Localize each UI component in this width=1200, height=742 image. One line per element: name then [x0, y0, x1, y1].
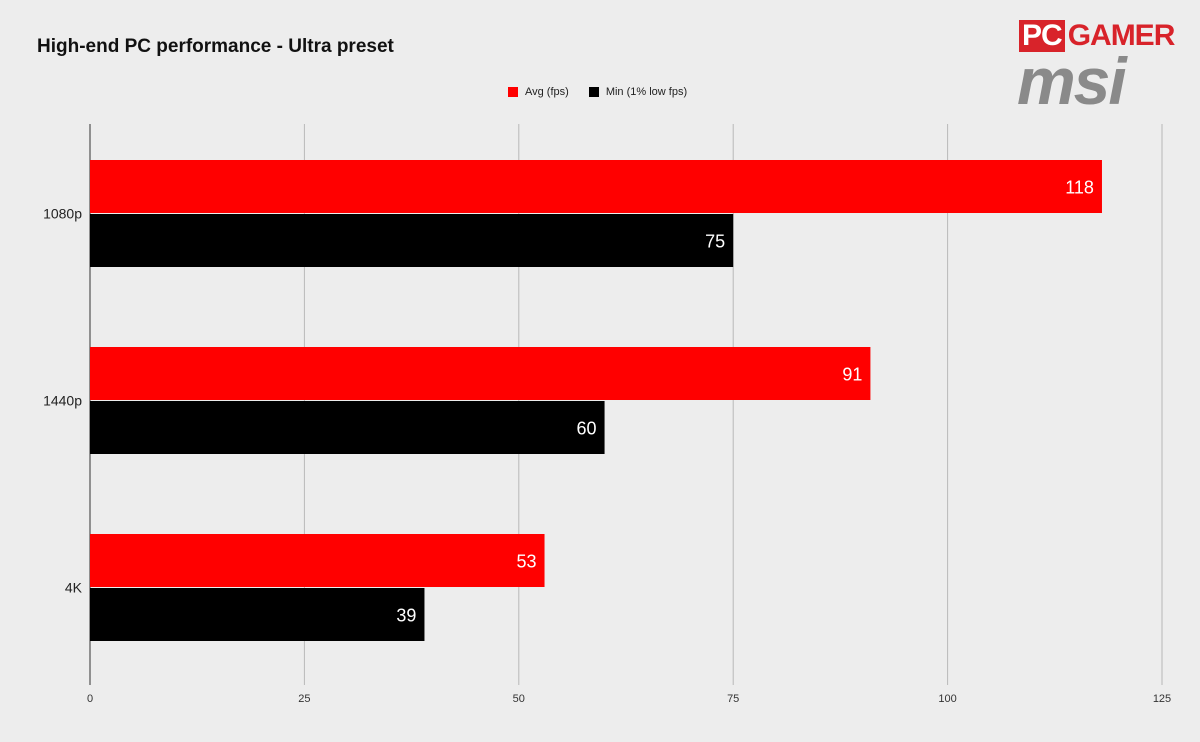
- bar-2-series-1: [90, 588, 425, 641]
- legend: Avg (fps) Min (1% low fps): [508, 86, 687, 98]
- y-category-label-0: 1080p: [43, 206, 82, 222]
- msi-logo: msi: [1017, 44, 1127, 118]
- bar-1-series-0: [90, 347, 871, 400]
- x-tick-label-100: 100: [938, 693, 956, 705]
- legend-item-avg: Avg (fps): [508, 86, 569, 98]
- x-tick-label-25: 25: [298, 693, 310, 705]
- bar-0-series-1: [90, 214, 734, 267]
- pc-gamer-logo: PC GAMER: [1019, 19, 1176, 52]
- legend-swatch-min: [588, 87, 599, 97]
- x-tick-label-0: 0: [87, 693, 93, 705]
- y-category-label-2: 4K: [65, 580, 83, 596]
- data-label-0-series-1: 75: [705, 232, 725, 252]
- x-tick-label-75: 75: [727, 693, 739, 705]
- legend-label-avg: Avg (fps): [525, 86, 569, 98]
- legend-label-min: Min (1% low fps): [605, 86, 688, 98]
- bar-0-series-0: [90, 160, 1102, 213]
- bar-1-series-1: [90, 401, 605, 454]
- data-label-1-series-0: 91: [842, 365, 862, 385]
- y-category-label-1: 1440p: [43, 393, 82, 409]
- bar-2-series-0: [90, 534, 545, 587]
- chart-title: High-end PC performance - Ultra preset: [37, 36, 394, 57]
- legend-swatch-avg: [508, 87, 518, 97]
- brand-logo: PC GAMER msi: [1012, 18, 1187, 115]
- data-label-0-series-0: 118: [1065, 178, 1094, 198]
- pc-gamer-logo-pc: PC: [1019, 20, 1065, 52]
- legend-item-min: Min (1% low fps): [588, 86, 688, 98]
- x-tick-label-125: 125: [1153, 693, 1171, 705]
- data-label-1-series-1: 60: [577, 419, 597, 439]
- data-label-2-series-0: 53: [516, 552, 536, 572]
- pc-gamer-logo-gamer: GAMER: [1067, 19, 1176, 52]
- data-label-2-series-1: 39: [396, 606, 416, 626]
- x-tick-label-50: 50: [513, 693, 525, 705]
